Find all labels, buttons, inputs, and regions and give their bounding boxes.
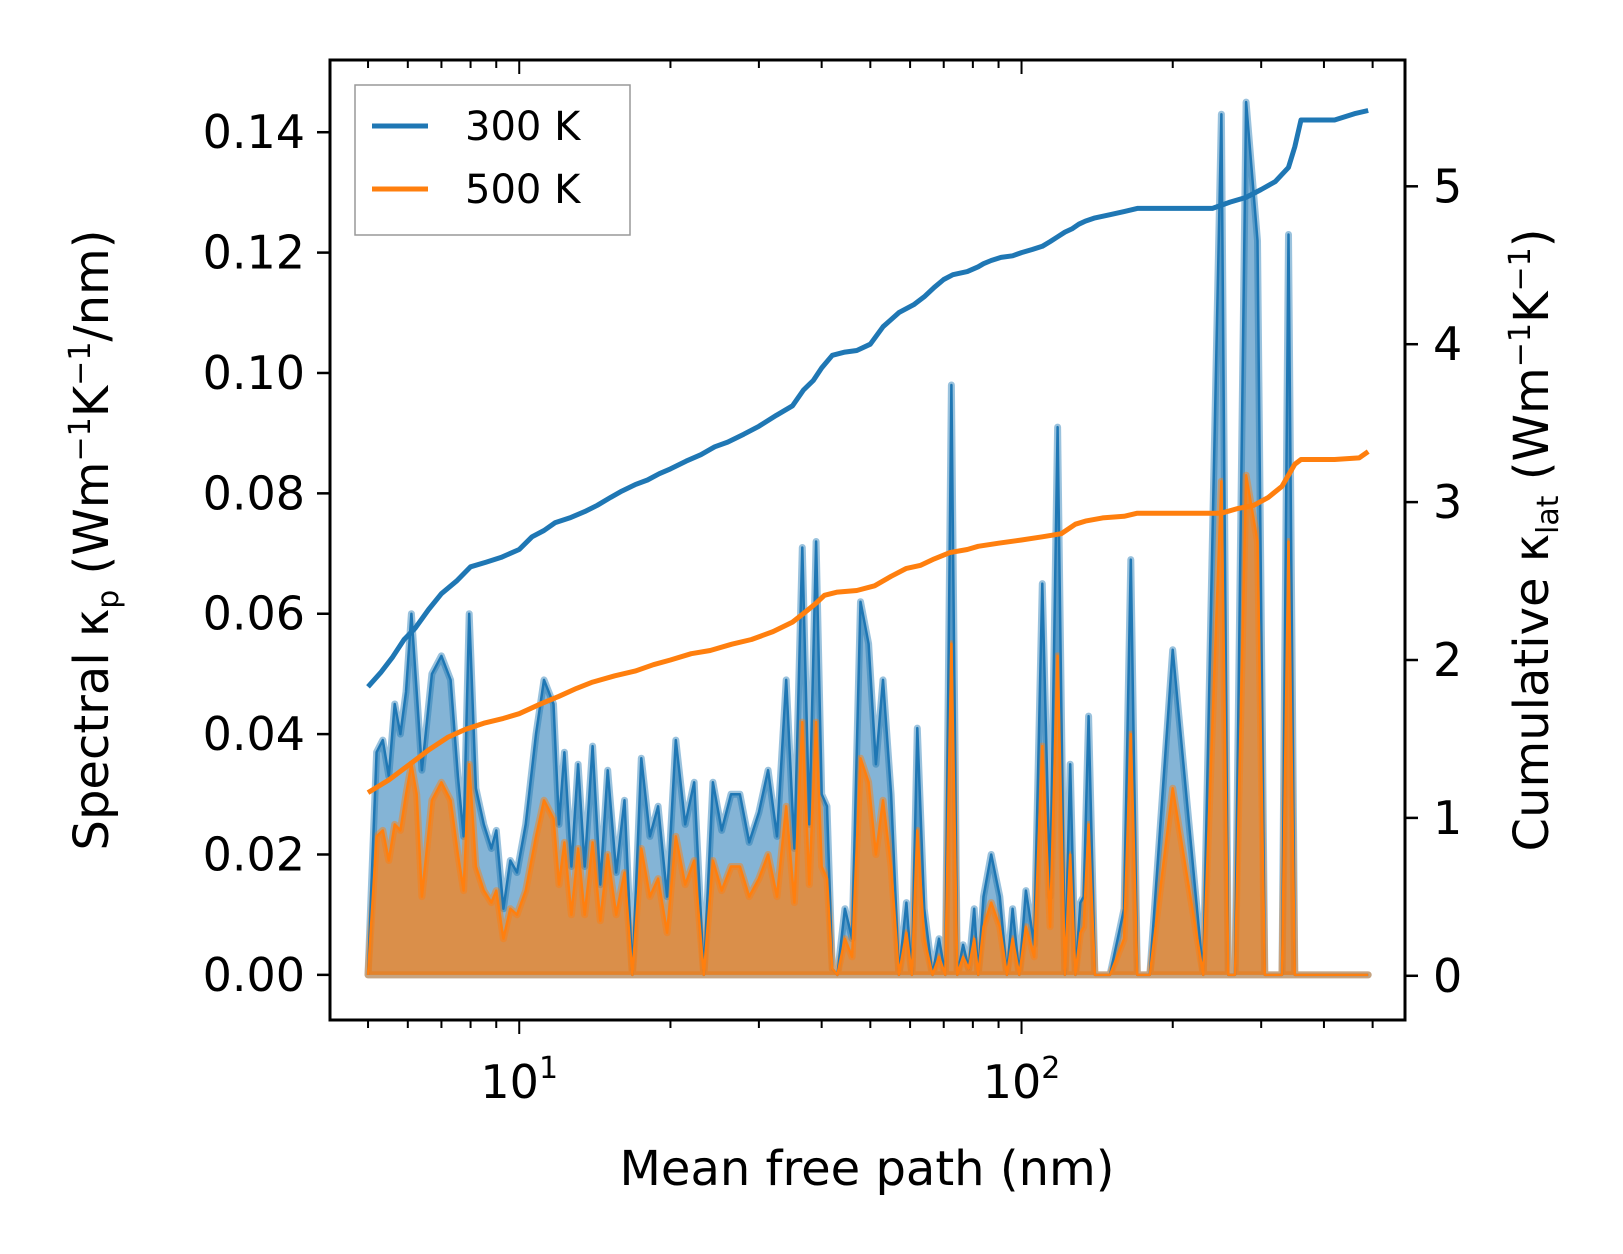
left-y-tick-label: 0.08: [203, 466, 305, 520]
right-y-tick-label: 2: [1433, 633, 1462, 687]
plot-frame: [328, 58, 1407, 1022]
right-y-tick-label: 5: [1433, 159, 1462, 213]
right-y-tick-label: 3: [1433, 475, 1462, 529]
left-y-tick-label: 0.02: [203, 827, 305, 881]
cumulative-line-300k: [366, 108, 1369, 689]
x-tick-label: 101: [480, 1051, 558, 1109]
left-y-axis-label: Spectral κp (Wm−1K−1/nm): [63, 230, 126, 851]
left-y-tick-label: 0.14: [203, 105, 305, 159]
right-y-tick-label: 4: [1433, 317, 1462, 371]
cumulative-line-500k: [366, 449, 1370, 795]
legend-label-500k: 500 K: [465, 167, 582, 213]
tick-group: [317, 60, 1418, 1034]
right-y-axis-label: Cumulative κlat (Wm−1K−1): [1503, 229, 1566, 852]
spectral-line-group: [366, 100, 1369, 977]
tick-label-group: 0.00 0.02 0.04 0.06 0.08 0.10 0.12 0.14 0 1 2 3 4 5 10…: [203, 105, 1463, 1109]
left-y-tick-label: 0.00: [203, 948, 305, 1002]
left-y-tick-label: 0.12: [203, 226, 305, 280]
right-y-tick-label: 1: [1433, 791, 1462, 845]
legend-label-300k: 300 K: [465, 104, 582, 150]
legend-box: [354, 84, 631, 236]
left-y-tick-label: 0.06: [203, 587, 305, 641]
x-tick-label: 102: [983, 1051, 1061, 1109]
cumulative-line-group: [366, 108, 1370, 795]
x-axis-label: Mean free path (nm): [620, 1141, 1115, 1197]
left-y-tick-label: 0.04: [203, 707, 305, 761]
spectral-line-500k: [366, 474, 1369, 977]
legend: 300 K 500 K: [354, 84, 631, 236]
spectral-line-300k: [366, 100, 1369, 977]
left-y-tick-label: 0.10: [203, 346, 305, 400]
right-y-tick-label: 0: [1433, 949, 1462, 1003]
